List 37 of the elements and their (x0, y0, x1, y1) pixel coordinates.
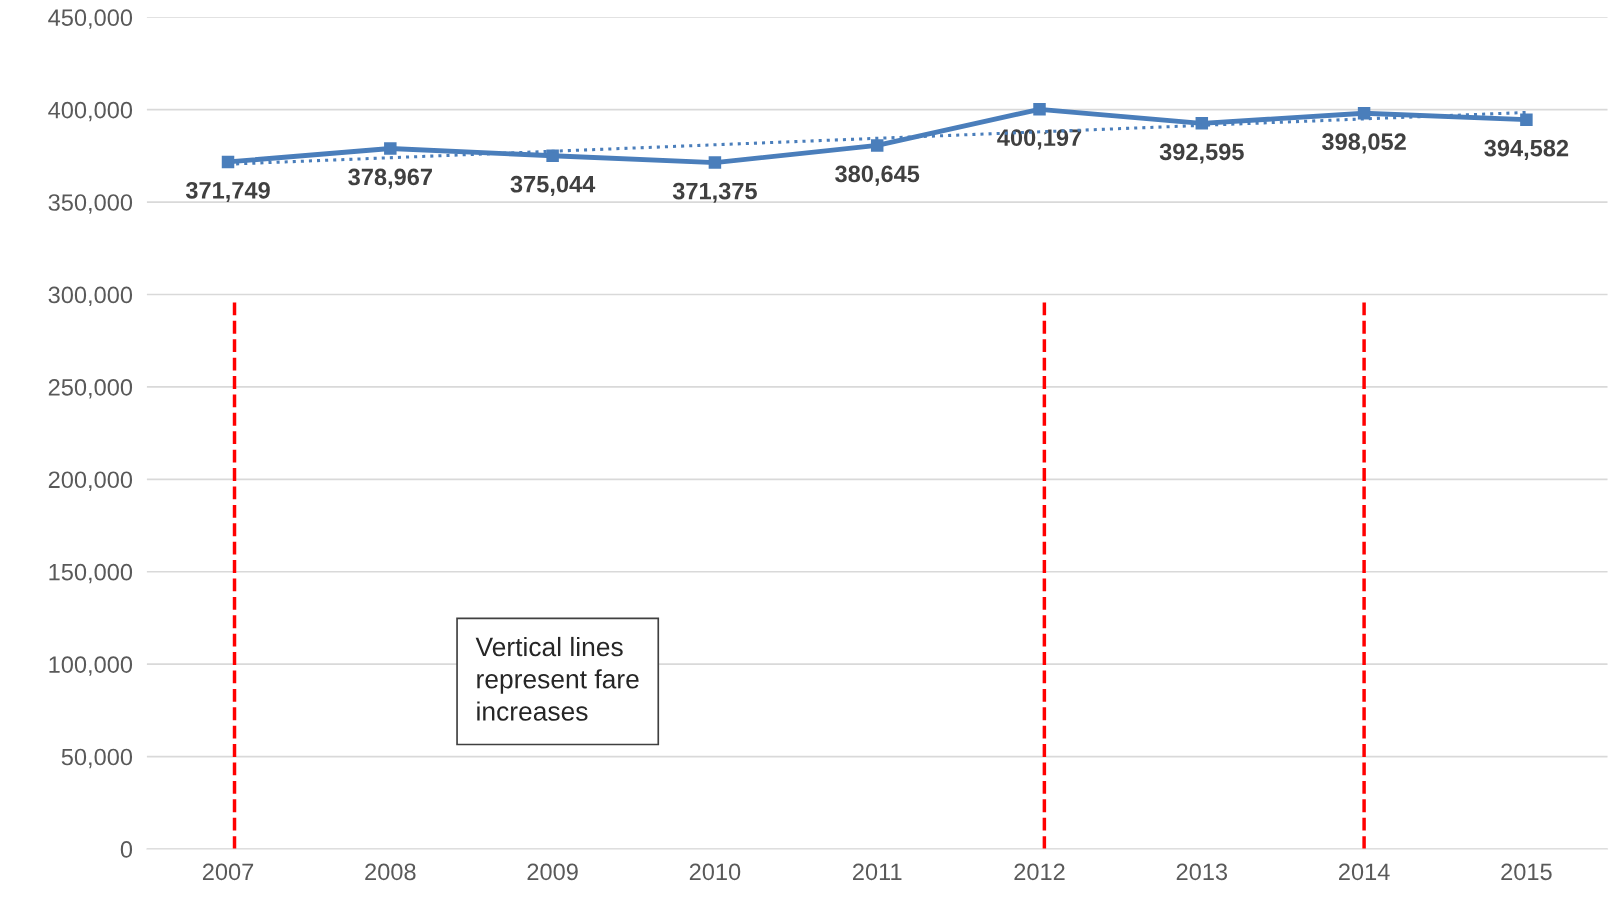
data-label: 371,749 (185, 181, 270, 203)
y-tick-label: 50,000 (61, 748, 133, 769)
point (1195, 117, 1209, 130)
data-label: 375,044 (510, 175, 596, 196)
data-label: 371,375 (672, 182, 757, 203)
data-label: 392,595 (1159, 143, 1244, 164)
x-tick-label: 2012 (1014, 863, 1065, 881)
y-tick-label: 350,000 (48, 194, 133, 214)
point (870, 139, 884, 152)
data-label: 378,967 (348, 168, 432, 189)
data-label: 400,197 (997, 129, 1082, 150)
x-tick-label: 2015 (1501, 863, 1552, 881)
point (1520, 113, 1533, 126)
y-tick-label: 400,000 (48, 101, 133, 122)
data-label: 380,645 (835, 165, 920, 186)
y-tick-label: 0 (120, 841, 133, 858)
point (384, 142, 397, 155)
x-tick-label: 2011 (853, 863, 902, 881)
x-tick-label: 2008 (365, 863, 416, 881)
y-tick-label: 250,000 (48, 378, 133, 399)
x-tick-label: 2009 (527, 863, 578, 881)
x-tick-label: 2010 (689, 863, 741, 881)
y-tick-label: 100,000 (49, 656, 133, 676)
x-tick-label: 2013 (1176, 863, 1228, 881)
point (708, 156, 722, 169)
point (1033, 103, 1046, 116)
data-label: 398,052 (1321, 133, 1406, 154)
point (546, 149, 559, 163)
data-label: 394,582 (1484, 139, 1569, 160)
x-tick-label: 2014 (1339, 863, 1390, 881)
y-tick-label: 300,000 (48, 286, 133, 307)
x-tick-label: 2007 (202, 863, 254, 881)
y-tick-label: 200,000 (48, 471, 133, 491)
y-tick-label: 150,000 (49, 563, 133, 584)
point (1357, 107, 1371, 120)
y-tick-label: 450,000 (48, 9, 133, 29)
annotation: Vertical lines represent fare increases (475, 636, 639, 721)
